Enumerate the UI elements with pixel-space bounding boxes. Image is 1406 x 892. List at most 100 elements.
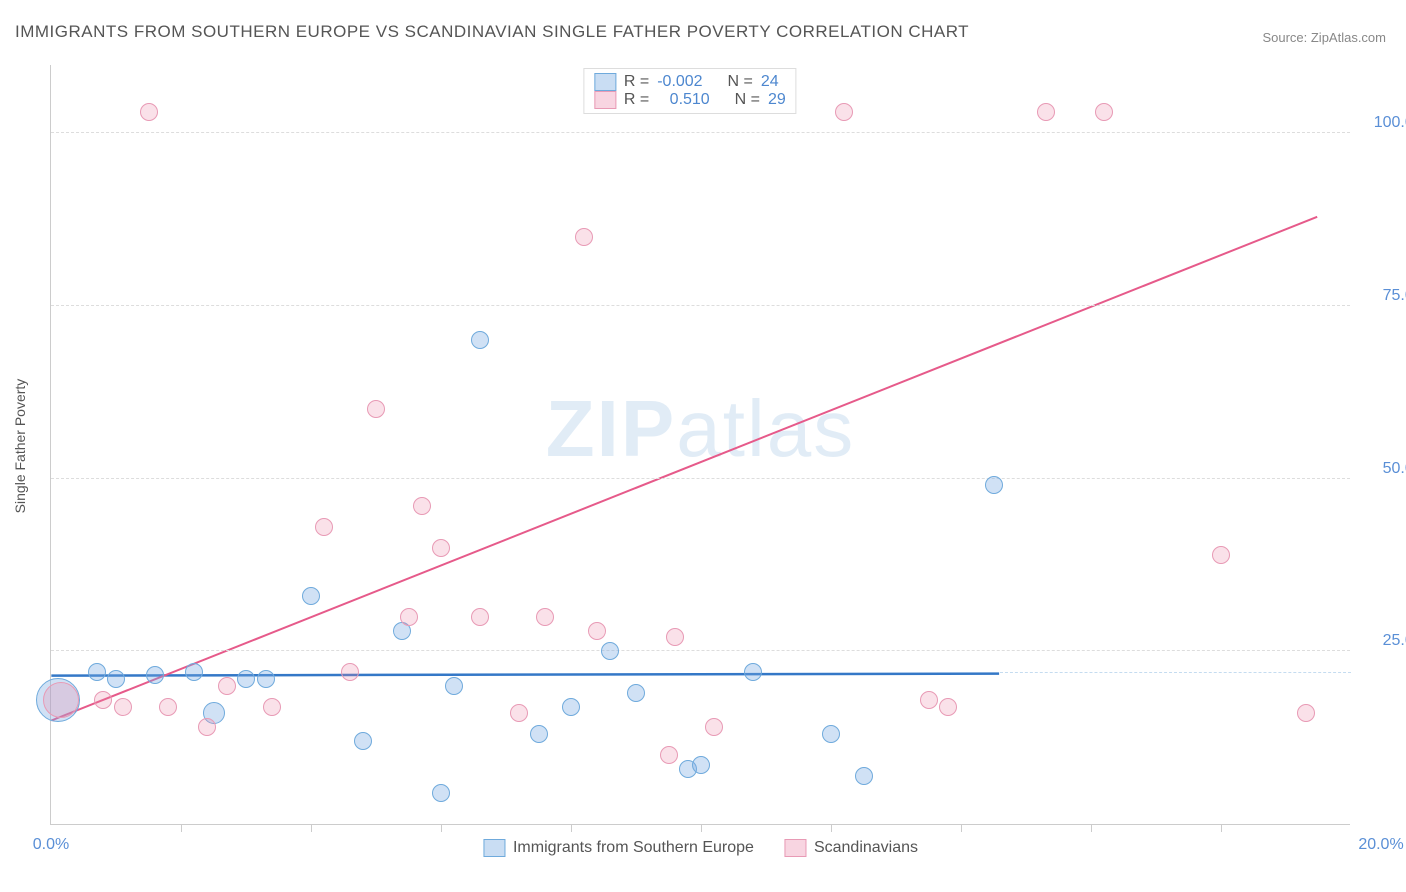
point-series-a [692,756,710,774]
xtick-label: 0.0% [33,836,69,854]
point-series-b [1095,103,1113,121]
point-series-b [939,698,957,716]
point-series-b [660,746,678,764]
point-series-b [1297,704,1315,722]
ytick-label: 50.0% [1358,460,1406,478]
point-series-b [575,228,593,246]
point-series-a [354,732,372,750]
xtick [1221,824,1222,832]
chart-plot-area: ZIPatlas R = -0.002 N = 24 R = 0.510 N =… [50,65,1350,825]
r-label: R = [624,73,649,91]
legend-row-series-b: R = 0.510 N = 29 [594,91,786,109]
point-series-a [627,684,645,702]
ytick-label: 25.0% [1358,632,1406,650]
gridline-h [51,305,1350,306]
xtick [181,824,182,832]
point-series-b [367,400,385,418]
series-a-name: Immigrants from Southern Europe [513,839,754,857]
point-series-b [666,628,684,646]
gridline-h [51,132,1350,133]
trendline [51,217,1317,721]
point-series-b [140,103,158,121]
swatch-series-b [784,839,806,857]
watermark-bold: ZIP [546,384,676,473]
n-value-b: 29 [768,91,786,109]
xtick [441,824,442,832]
trend-extension-a [1000,672,1351,673]
series-b-name: Scandinavians [814,839,918,857]
ytick-label: 75.0% [1358,287,1406,305]
point-series-a [432,784,450,802]
point-series-b [413,497,431,515]
n-value-a: 24 [761,73,779,91]
r-value-a: -0.002 [657,73,702,91]
point-series-b [114,698,132,716]
point-series-b [471,608,489,626]
xtick [831,824,832,832]
watermark: ZIPatlas [546,383,855,475]
point-series-b [1212,546,1230,564]
point-series-b [263,698,281,716]
n-label: N = [727,73,752,91]
point-series-b [315,518,333,536]
chart-title: IMMIGRANTS FROM SOUTHERN EUROPE VS SCAND… [15,22,969,42]
point-series-a [445,677,463,695]
gridline-h [51,650,1350,651]
point-series-b [218,677,236,695]
y-axis-label: Single Father Poverty [12,379,28,514]
legend-item-a: Immigrants from Southern Europe [483,839,754,857]
legend-row-series-a: R = -0.002 N = 24 [594,73,786,91]
point-series-b [920,691,938,709]
point-series-a [257,670,275,688]
point-series-b [198,718,216,736]
point-series-a [822,725,840,743]
watermark-light: atlas [676,384,855,473]
xtick [961,824,962,832]
point-series-b [705,718,723,736]
gridline-h [51,478,1350,479]
r-value-b: 0.510 [670,91,710,109]
point-series-a [185,663,203,681]
point-series-b [43,682,79,718]
point-series-a [302,587,320,605]
point-series-a [855,767,873,785]
point-series-b [588,622,606,640]
point-series-b [432,539,450,557]
point-series-a [471,331,489,349]
point-series-b [94,691,112,709]
r-label: R = [624,91,649,109]
xtick [311,824,312,832]
point-series-a [601,642,619,660]
trendlines-layer [51,65,1350,824]
xtick [1091,824,1092,832]
point-series-a [146,666,164,684]
point-series-b [400,608,418,626]
point-series-a [107,670,125,688]
point-series-a [985,476,1003,494]
xtick-label: 20.0% [1358,836,1403,854]
xtick [701,824,702,832]
ytick-label: 100.0% [1358,114,1406,132]
swatch-series-a [594,73,616,91]
source-link[interactable]: ZipAtlas.com [1311,30,1386,45]
point-series-b [1037,103,1055,121]
point-series-a [88,663,106,681]
source-attribution: Source: ZipAtlas.com [1262,30,1386,45]
swatch-series-b [594,91,616,109]
point-series-b [536,608,554,626]
point-series-b [159,698,177,716]
xtick [571,824,572,832]
point-series-a [744,663,762,681]
swatch-series-a [483,839,505,857]
point-series-b [835,103,853,121]
n-label: N = [735,91,760,109]
series-legend: Immigrants from Southern Europe Scandina… [483,839,918,857]
point-series-a [562,698,580,716]
correlation-legend: R = -0.002 N = 24 R = 0.510 N = 29 [583,68,797,114]
point-series-a [237,670,255,688]
legend-item-b: Scandinavians [784,839,918,857]
point-series-b [341,663,359,681]
source-prefix: Source: [1262,30,1310,45]
point-series-a [530,725,548,743]
point-series-b [510,704,528,722]
